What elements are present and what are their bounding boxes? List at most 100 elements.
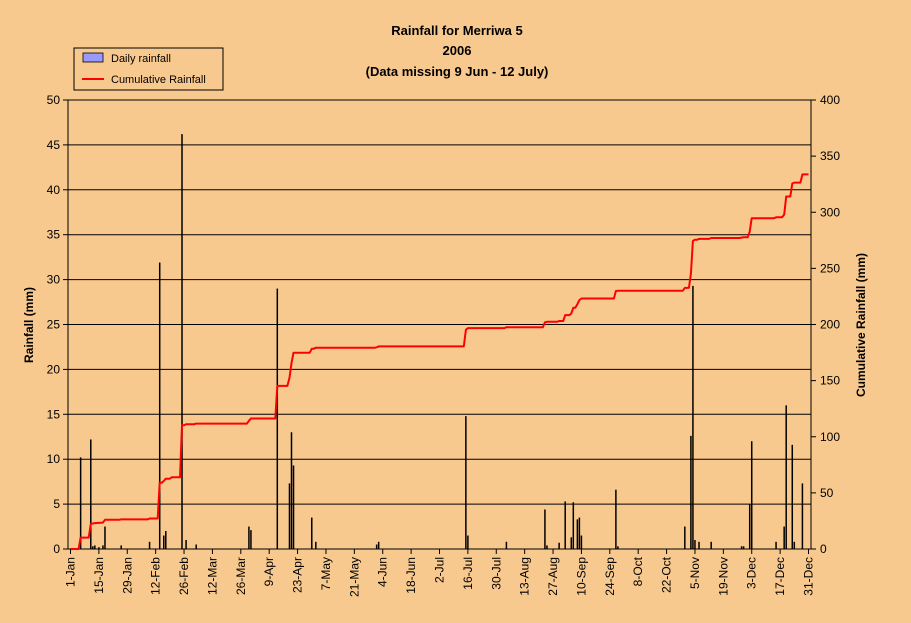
rain-bar bbox=[710, 541, 712, 549]
rain-bar bbox=[92, 546, 94, 549]
rain-bar bbox=[375, 544, 378, 549]
x-tick-label: 27-Aug bbox=[546, 557, 560, 596]
x-tick-label: 9-Apr bbox=[262, 557, 276, 586]
x-tick-label: 24-Sep bbox=[603, 557, 617, 596]
chart-title-line-1: Rainfall for Merriwa 5 bbox=[391, 23, 522, 38]
y-tick-label-left: 35 bbox=[47, 228, 61, 242]
x-tick-label: 18-Jun bbox=[404, 557, 418, 594]
x-tick-label: 21-May bbox=[347, 557, 361, 597]
rain-bar bbox=[250, 530, 252, 549]
x-tick-label: 31-Dec bbox=[802, 557, 816, 596]
x-tick-label: 5-Nov bbox=[688, 557, 702, 589]
rain-bar bbox=[185, 540, 187, 549]
y-tick-label-right: 400 bbox=[820, 93, 840, 107]
y-tick-label-left: 40 bbox=[47, 183, 61, 197]
rain-bar bbox=[572, 502, 575, 549]
x-tick-label: 26-Feb bbox=[177, 557, 191, 595]
rain-bar bbox=[690, 435, 692, 549]
rain-bar bbox=[377, 541, 380, 549]
x-tick-label: 7-May bbox=[319, 557, 333, 590]
rain-bar bbox=[467, 535, 469, 549]
x-tick-label: 10-Sep bbox=[574, 557, 588, 596]
rain-bar bbox=[801, 483, 804, 549]
x-tick-label: 19-Nov bbox=[716, 557, 730, 596]
chart-title-line-2: 2006 bbox=[443, 43, 472, 58]
rain-bar bbox=[102, 545, 104, 549]
x-tick-label: 16-Jul bbox=[461, 557, 475, 590]
x-tick-label: 12-Mar bbox=[205, 557, 219, 595]
rain-bar bbox=[684, 526, 686, 549]
cumulative-line-layer bbox=[70, 173, 809, 550]
rain-bar bbox=[315, 541, 317, 549]
x-tick-label: 15-Jan bbox=[92, 557, 106, 594]
y-tick-label-right: 250 bbox=[820, 261, 840, 275]
rain-bar bbox=[544, 509, 546, 549]
y-tick-label-left: 0 bbox=[53, 542, 60, 556]
y-tick-label-right: 100 bbox=[820, 430, 840, 444]
rain-bar bbox=[558, 542, 560, 549]
x-tick-label: 13-Aug bbox=[518, 557, 532, 596]
x-tick-label: 8-Oct bbox=[631, 556, 645, 586]
rain-bar bbox=[793, 541, 796, 549]
rain-bar bbox=[564, 501, 566, 549]
x-tick-label: 4-Jun bbox=[376, 557, 390, 587]
y-tick-label-left: 25 bbox=[47, 318, 61, 332]
legend-label-daily-rainfall: Daily rainfall bbox=[111, 53, 171, 65]
x-tick-label: 23-Apr bbox=[291, 557, 305, 593]
y-tick-label-left: 45 bbox=[47, 138, 61, 152]
rain-bar bbox=[148, 541, 151, 549]
y-tick-label-right: 150 bbox=[820, 374, 840, 388]
legend: Daily rainfall Cumulative Rainfall bbox=[73, 47, 224, 91]
y-tick-label-right: 0 bbox=[820, 542, 827, 556]
y-axis-title-right: Cumulative Rainfall (mm) bbox=[854, 253, 868, 397]
rain-bar bbox=[79, 457, 82, 549]
rain-bar bbox=[181, 134, 183, 549]
rain-bar bbox=[104, 526, 106, 549]
y-tick-label-left: 50 bbox=[47, 93, 61, 107]
rain-bar bbox=[576, 519, 579, 549]
rain-bar bbox=[748, 504, 751, 549]
rain-bar bbox=[783, 526, 785, 549]
rain-bar bbox=[785, 405, 787, 549]
x-tick-label: 22-Oct bbox=[660, 556, 674, 593]
rain-bar bbox=[311, 517, 313, 549]
rain-bar bbox=[505, 541, 508, 549]
rain-bar bbox=[580, 535, 583, 549]
rain-bar bbox=[195, 544, 197, 549]
axes: 0 5 10 15 20 25 30 35 40 45 50 0 50 100 150 200 250 300 35… bbox=[47, 93, 841, 597]
rain-bar bbox=[98, 547, 100, 549]
rain-bar bbox=[692, 285, 694, 549]
rain-bar bbox=[165, 531, 167, 549]
x-tick-label: 17-Dec bbox=[773, 557, 787, 596]
x-tick-label: 26-Mar bbox=[234, 557, 248, 595]
grid-lines bbox=[68, 144, 811, 505]
rain-bar bbox=[740, 546, 743, 549]
rain-bar bbox=[546, 545, 548, 549]
y-tick-label-right: 300 bbox=[820, 205, 840, 219]
x-tick-label: 30-Jul bbox=[489, 557, 503, 590]
rain-bar bbox=[276, 288, 279, 549]
y-tick-label-right: 350 bbox=[820, 149, 840, 163]
y-tick-label-left: 30 bbox=[47, 273, 61, 287]
rain-bar bbox=[694, 540, 696, 549]
rain-bar bbox=[158, 262, 161, 549]
rain-bar bbox=[617, 546, 619, 549]
x-tick-label: 3-Dec bbox=[745, 557, 759, 589]
rain-bar bbox=[570, 537, 573, 549]
rain-bar bbox=[775, 541, 777, 549]
rain-bar bbox=[288, 483, 291, 549]
rain-bar bbox=[163, 535, 165, 549]
rain-bar bbox=[90, 439, 92, 549]
x-tick-label: 2-Jul bbox=[433, 557, 447, 583]
chart-title-line-3: (Data missing 9 Jun - 12 July) bbox=[366, 64, 549, 79]
legend-swatch-daily-rainfall bbox=[82, 52, 104, 63]
rain-bar bbox=[615, 489, 617, 549]
rain-bar bbox=[578, 517, 581, 549]
rain-bar bbox=[698, 541, 700, 549]
rain-bar bbox=[791, 444, 794, 549]
x-tick-label: 12-Feb bbox=[149, 557, 163, 595]
y-tick-label-left: 5 bbox=[53, 497, 60, 511]
rain-bar bbox=[120, 545, 122, 549]
rain-bar bbox=[290, 432, 293, 549]
